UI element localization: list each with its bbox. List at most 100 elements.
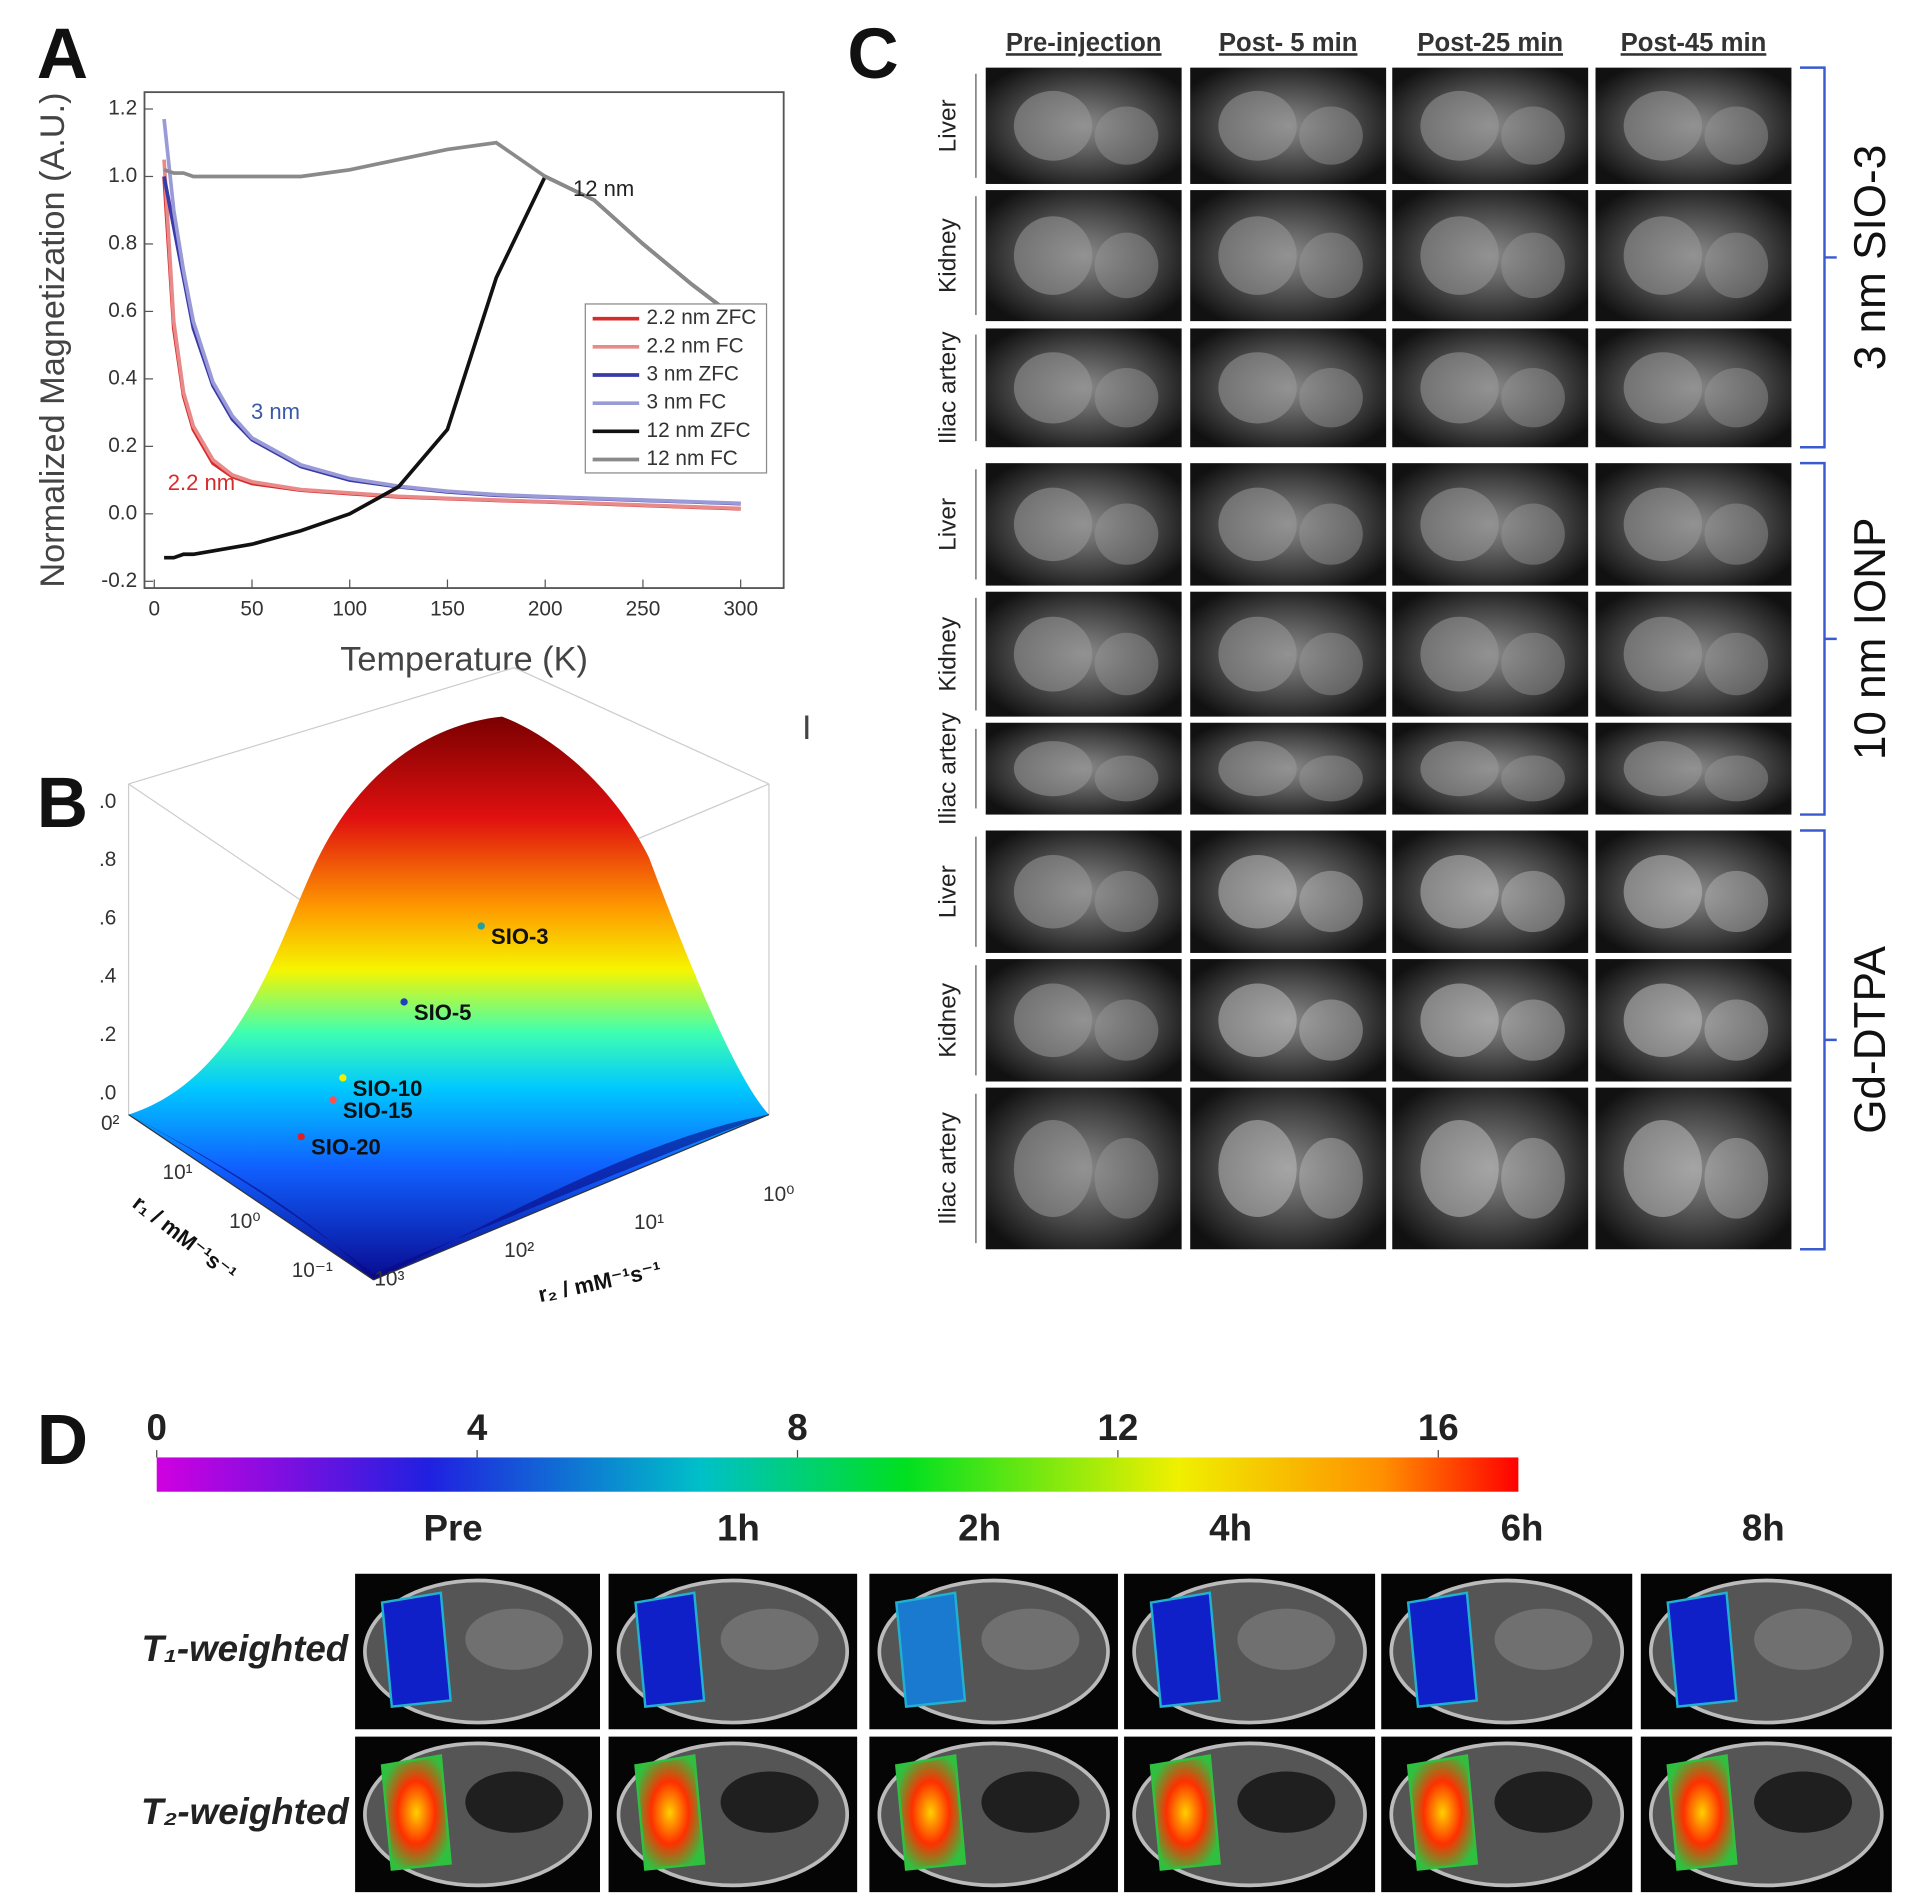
mri-organ <box>1420 983 1499 1058</box>
liver-map <box>895 1591 967 1708</box>
legend-label: 12 nm ZFC <box>647 419 751 442</box>
mouse-organ <box>981 1771 1080 1833</box>
legend-label: 2.2 nm FC <box>647 334 744 357</box>
mri-organ <box>1501 870 1565 933</box>
r1-tick-label: 10¹ <box>163 1161 193 1184</box>
z-tick-label: .0 <box>99 790 116 813</box>
mri-organ <box>1704 1137 1769 1219</box>
mri-organ <box>1501 106 1565 165</box>
mri-organ <box>1420 90 1499 161</box>
mri-organ <box>1623 854 1703 929</box>
row-label: Iliac artery <box>934 331 961 445</box>
r2-tick-label: 10⁰ <box>763 1183 794 1206</box>
x-tick-label: 100 <box>332 598 367 621</box>
mri-organ <box>1704 367 1769 428</box>
mri-organ <box>1218 741 1297 797</box>
x-axis-label: Temperature (K) <box>340 641 588 679</box>
column-header: Post-45 min <box>1621 29 1767 57</box>
group-bracket <box>1800 829 1837 1251</box>
mri-organ <box>1218 616 1297 692</box>
sio-label: SIO-15 <box>343 1098 413 1123</box>
r1-tick-label: 0² <box>101 1112 120 1135</box>
legend-label: 2.2 nm ZFC <box>647 306 757 329</box>
r1-tick-label: 10⁰ <box>229 1210 260 1233</box>
x-tick-label: 50 <box>240 598 263 621</box>
time-label: 6h <box>1501 1508 1544 1549</box>
mri-organ <box>1299 1137 1363 1219</box>
r2-tick-label: 10¹ <box>634 1211 664 1234</box>
panel-label: C <box>847 15 898 94</box>
row-label: Liver <box>934 498 961 551</box>
series-line <box>163 140 742 323</box>
colorbar <box>156 1457 1519 1492</box>
mri-organ <box>1501 367 1565 428</box>
mri-organ <box>1501 1137 1565 1219</box>
mouse-organ <box>1237 1771 1336 1833</box>
mri-organ <box>1299 503 1363 565</box>
mri-organ <box>1623 741 1703 797</box>
z-tick-label: .2 <box>99 1023 116 1046</box>
annotation: 2.2 nm <box>168 470 235 495</box>
y-tick-label: -0.2 <box>101 569 137 592</box>
sio-point <box>297 1132 305 1141</box>
row-label: Iliac artery <box>934 1111 961 1225</box>
legend-label: 3 nm FC <box>647 391 727 414</box>
mri-organ <box>1420 854 1499 929</box>
mri-organ <box>1420 352 1499 424</box>
y-tick-label: 0.0 <box>108 501 137 524</box>
x-tick-label: 0 <box>148 598 160 621</box>
mri-organ <box>1420 741 1499 797</box>
row-label: Kidney <box>934 616 961 692</box>
time-label: 4h <box>1209 1508 1252 1549</box>
surface <box>128 716 769 1280</box>
mouse-organ <box>1494 1771 1593 1833</box>
mri-organ <box>1013 983 1093 1058</box>
z-tick-label: .4 <box>99 965 116 988</box>
mri-organ <box>1501 232 1565 299</box>
mri-organ <box>1013 487 1093 562</box>
mri-organ <box>1501 755 1565 802</box>
time-label: 1h <box>717 1508 760 1549</box>
mri-organ <box>1704 632 1769 696</box>
mouse-organ <box>981 1608 1080 1670</box>
mri-organ <box>1704 755 1769 802</box>
mouse-organ <box>1754 1771 1853 1833</box>
annotation: 3 nm <box>251 399 300 424</box>
mouse-organ <box>720 1608 819 1670</box>
box-line <box>514 667 770 785</box>
group-bracket <box>1800 66 1837 449</box>
liver-map <box>380 1591 452 1708</box>
mri-organ <box>1013 90 1093 161</box>
mri-organ <box>1094 755 1159 802</box>
liver-map <box>634 1591 706 1708</box>
group-label: Gd-DTPA <box>1846 945 1895 1133</box>
legend-label: 12 nm FC <box>647 447 738 470</box>
liver-map <box>634 1754 706 1871</box>
sio-point <box>477 922 485 930</box>
mri-organ <box>1704 999 1769 1061</box>
liver-map <box>895 1754 967 1871</box>
mri-organ <box>1218 216 1297 295</box>
mri-organ <box>1013 352 1093 424</box>
mri-organ <box>1299 106 1363 165</box>
row-label: Liver <box>934 99 961 152</box>
mri-organ <box>1299 632 1363 696</box>
sio-point <box>339 1074 347 1082</box>
colorbar-tick-label: 0 <box>147 1407 167 1448</box>
sio-point <box>400 998 408 1006</box>
liver-map <box>1666 1591 1738 1708</box>
colorbar-tick-label: 8 <box>787 1407 807 1448</box>
mri-organ <box>1299 232 1363 299</box>
mri-organ <box>1501 503 1565 565</box>
mri-organ <box>1013 216 1093 295</box>
liver-map <box>380 1754 452 1871</box>
z-tick-label: .8 <box>99 848 116 871</box>
mri-organ <box>1299 755 1363 802</box>
mri-organ <box>1013 854 1093 929</box>
sio-label: SIO-5 <box>414 1000 472 1025</box>
mri-organ <box>1623 90 1703 161</box>
mri-organ <box>1094 503 1159 565</box>
mri-organ <box>1623 616 1703 692</box>
r2-axis-label: r₂ / mM⁻¹s⁻¹ <box>536 1257 663 1307</box>
sio-point <box>329 1096 337 1104</box>
